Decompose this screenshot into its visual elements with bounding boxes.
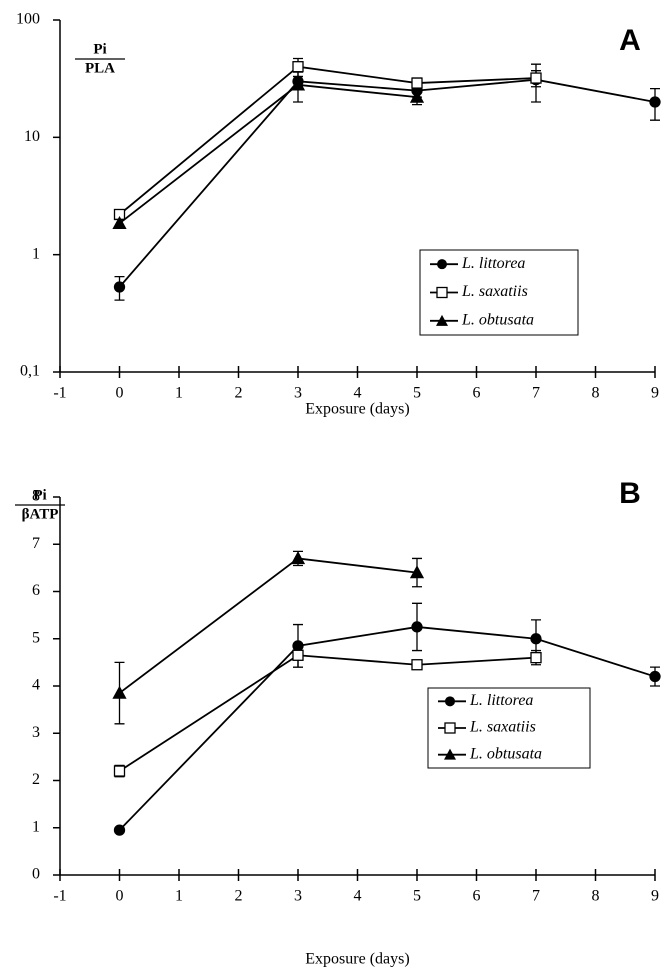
marker bbox=[649, 96, 661, 108]
y-tick-label: 100 bbox=[16, 11, 40, 28]
y-tick-label: 4 bbox=[32, 677, 40, 694]
x-tick-label: 3 bbox=[294, 888, 302, 905]
legend-marker bbox=[444, 722, 456, 734]
marker bbox=[290, 551, 306, 565]
marker bbox=[113, 765, 126, 777]
x-tick-label: 7 bbox=[532, 888, 540, 905]
x-tick-label: 0 bbox=[116, 888, 124, 905]
marker bbox=[530, 72, 542, 84]
legend-label: L. saxatiis bbox=[469, 719, 536, 736]
legend-marker bbox=[436, 286, 448, 299]
x-axis-label: Exposure (days) bbox=[305, 951, 409, 968]
marker bbox=[290, 77, 306, 91]
x-tick-label: 2 bbox=[235, 385, 243, 402]
y-tick-label: 3 bbox=[32, 724, 40, 741]
x-tick-label: 9 bbox=[651, 888, 659, 905]
legend-label: L. saxatiis bbox=[461, 283, 528, 300]
marker bbox=[112, 215, 127, 229]
y-label-top: Pi bbox=[33, 487, 46, 503]
x-tick-label: 9 bbox=[651, 385, 659, 402]
y-tick-label: 5 bbox=[32, 629, 40, 646]
x-tick-label: 8 bbox=[592, 888, 600, 905]
marker bbox=[112, 685, 127, 699]
marker bbox=[409, 89, 425, 103]
x-tick-label: 5 bbox=[413, 385, 421, 402]
legend-marker bbox=[445, 696, 455, 707]
panel-label: B bbox=[619, 477, 641, 510]
x-tick-label: 2 bbox=[235, 888, 243, 905]
x-tick-label: 1 bbox=[175, 385, 183, 402]
panel-label: A bbox=[619, 24, 641, 57]
legend-label: L. obtusata bbox=[461, 312, 534, 329]
x-tick-label: 7 bbox=[532, 385, 540, 402]
legend-label: L. littorea bbox=[469, 692, 533, 709]
marker bbox=[113, 281, 126, 293]
y-tick-label: 0,1 bbox=[20, 363, 40, 380]
x-axis-label: Exposure (days) bbox=[305, 401, 409, 418]
x-tick-label: 6 bbox=[473, 888, 481, 905]
legend-label: L. obtusata bbox=[469, 745, 542, 762]
marker bbox=[530, 633, 542, 645]
y-tick-label: 10 bbox=[24, 128, 40, 145]
x-tick-label: 6 bbox=[473, 385, 481, 402]
marker bbox=[411, 621, 423, 633]
x-tick-label: 0 bbox=[116, 385, 124, 402]
line bbox=[118, 65, 537, 216]
y-tick-label: 1 bbox=[32, 245, 40, 262]
legend-marker bbox=[444, 748, 456, 760]
y-tick-label: 8 bbox=[32, 488, 40, 505]
line bbox=[118, 83, 418, 225]
y-label-top: Pi bbox=[93, 41, 106, 57]
marker bbox=[292, 61, 304, 73]
legend-marker bbox=[437, 259, 447, 270]
x-tick-label: -1 bbox=[53, 888, 66, 905]
legend-label: L. littorea bbox=[461, 255, 525, 272]
x-tick-label: 8 bbox=[592, 385, 600, 402]
y-tick-label: 2 bbox=[32, 771, 40, 788]
marker bbox=[409, 565, 425, 579]
x-tick-label: 4 bbox=[354, 385, 362, 402]
marker bbox=[292, 649, 304, 661]
marker bbox=[411, 77, 423, 89]
y-tick-label: 7 bbox=[32, 535, 40, 552]
marker bbox=[113, 824, 126, 836]
x-tick-label: -1 bbox=[53, 385, 66, 402]
line bbox=[118, 557, 418, 694]
y-tick-label: 6 bbox=[32, 582, 40, 599]
x-tick-label: 1 bbox=[175, 888, 183, 905]
x-tick-label: 3 bbox=[294, 385, 302, 402]
marker bbox=[649, 670, 661, 683]
y-label-bottom: βATP bbox=[22, 506, 59, 522]
marker bbox=[530, 652, 542, 664]
x-tick-label: 4 bbox=[354, 888, 362, 905]
y-tick-label: 1 bbox=[32, 818, 40, 835]
y-label-bottom: PLA bbox=[85, 60, 115, 76]
legend-marker bbox=[436, 314, 448, 326]
x-tick-label: 5 bbox=[413, 888, 421, 905]
y-tick-label: 0 bbox=[32, 866, 40, 883]
line bbox=[119, 654, 537, 772]
marker bbox=[411, 659, 423, 671]
